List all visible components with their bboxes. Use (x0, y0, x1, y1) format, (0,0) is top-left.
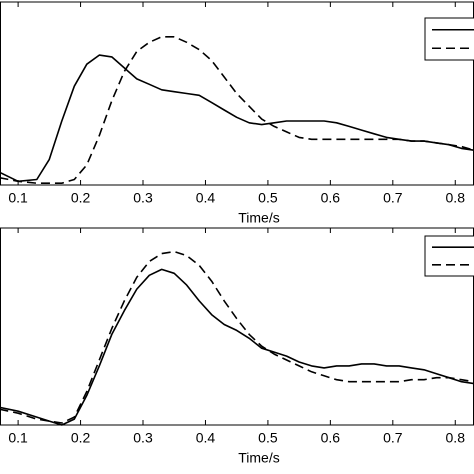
x-tick-label: 0.8 (446, 430, 466, 446)
x-tick-label: 0.4 (196, 190, 216, 206)
legend-box (424, 17, 474, 61)
x-tick-label: 0.1 (8, 190, 28, 206)
line-series (0, 54, 474, 183)
x-tick-label: 0.8 (446, 190, 466, 206)
x-tick-label: 0.3 (133, 430, 153, 446)
line-series (0, 250, 474, 424)
x-tick-label: 0.3 (133, 190, 153, 206)
x-tick-label: 0.6 (321, 190, 341, 206)
x-tick-label: 0.7 (383, 190, 403, 206)
x-tick-label: 0.5 (258, 430, 278, 446)
line-series (0, 36, 474, 184)
x-tick-label: 0.2 (71, 190, 91, 206)
x-tick-label: 0.5 (258, 190, 278, 206)
x-axis-label: Time/s (238, 210, 279, 226)
legend-box (424, 235, 474, 277)
x-tick-label: 0.1 (8, 430, 28, 446)
x-tick-label: 0.2 (71, 430, 91, 446)
line-series (0, 268, 474, 426)
x-tick-label: 0.6 (321, 430, 341, 446)
x-axis-label: Time/s (238, 450, 279, 466)
x-tick-label: 0.4 (196, 430, 216, 446)
plot-frame (0, 227, 474, 426)
x-tick-label: 0.7 (383, 430, 403, 446)
